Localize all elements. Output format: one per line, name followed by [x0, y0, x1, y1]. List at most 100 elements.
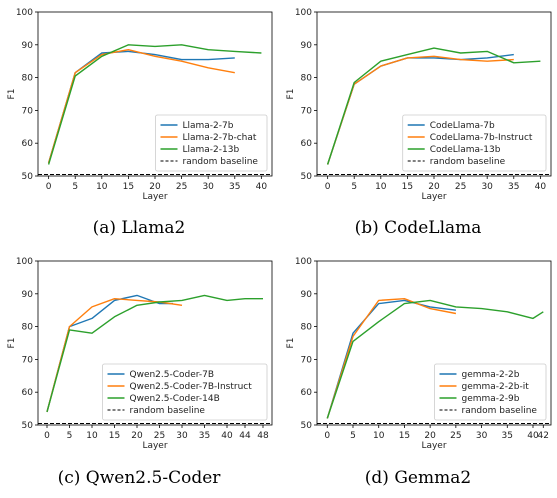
- legend-label: Llama-2-7b-chat: [183, 133, 257, 143]
- y-tick-label: 60: [301, 139, 313, 149]
- x-tick-label: 40: [256, 182, 268, 192]
- y-tick-label: 50: [22, 421, 34, 431]
- chart-caption: (b) CodeLlama: [354, 218, 482, 238]
- series-line: [326, 298, 457, 419]
- y-tick-label: 70: [22, 106, 34, 116]
- legend-box: [434, 363, 547, 421]
- x-tick-label: 44: [239, 431, 251, 441]
- x-tick-label: 25: [176, 182, 187, 192]
- x-tick-label: 40: [527, 431, 539, 441]
- y-tick-label: 60: [22, 139, 34, 149]
- x-tick-label: 20: [424, 431, 436, 441]
- x-tick-label: 42: [538, 431, 549, 441]
- x-tick-label: 25: [455, 182, 466, 192]
- legend-label: gemma-2-9b: [462, 394, 520, 404]
- legend-label: CodeLlama-7b: [430, 121, 495, 131]
- series-line: [326, 299, 456, 419]
- plot-frame: [37, 260, 273, 426]
- legend-label: Qwen2.5-Coder-14B: [130, 394, 220, 404]
- series-line: [326, 55, 514, 165]
- x-tick-label: 15: [123, 182, 134, 192]
- series-line: [47, 49, 235, 164]
- legend-label: gemma-2-2b: [462, 370, 520, 380]
- x-tick-label: 5: [351, 182, 357, 192]
- x-tick-label: 0: [44, 431, 50, 441]
- chart-caption: (c) Qwen2.5-Coder: [57, 468, 221, 488]
- y-tick-label: 90: [22, 41, 34, 51]
- x-tick-label: 40: [221, 431, 233, 441]
- y-tick-label: 90: [301, 41, 313, 51]
- legend-box: [402, 114, 547, 172]
- y-tick-label: 50: [301, 421, 313, 431]
- series-line: [47, 44, 262, 165]
- x-tick-label: 30: [476, 431, 488, 441]
- x-tick-label: 35: [199, 431, 210, 441]
- x-tick-label: 15: [399, 431, 410, 441]
- x-tick-label: 35: [502, 431, 513, 441]
- x-tick-label: 5: [67, 431, 73, 441]
- x-tick-label: 30: [202, 182, 214, 192]
- x-tick-label: 0: [325, 182, 331, 192]
- legend-box: [155, 114, 268, 172]
- y-tick-label: 100: [295, 257, 312, 267]
- x-tick-label: 30: [481, 182, 493, 192]
- x-axis-label: Layer: [142, 192, 167, 202]
- chart-caption: (d) Gemma2: [364, 468, 472, 488]
- y-tick-label: 70: [301, 106, 313, 116]
- y-tick-label: 60: [22, 388, 34, 398]
- y-tick-label: 70: [22, 355, 34, 365]
- y-tick-label: 90: [301, 290, 313, 300]
- y-axis-label: F1: [7, 338, 17, 349]
- x-tick-label: 25: [450, 431, 461, 441]
- y-tick-label: 50: [301, 172, 313, 182]
- x-tick-label: 0: [324, 431, 330, 441]
- y-tick-label: 100: [295, 8, 312, 18]
- legend-label: Llama-2-7b: [183, 121, 234, 131]
- y-tick-label: 90: [22, 290, 34, 300]
- series-line: [46, 294, 263, 413]
- y-tick-label: 60: [301, 388, 313, 398]
- x-tick-label: 15: [109, 431, 120, 441]
- chart-panel-gemma2: 50 60 70 80 90 100 0 5 10 15 20 25 30 35 40 42 Layer F1 ge…: [279, 249, 557, 498]
- y-tick-label: 50: [22, 172, 34, 182]
- x-tick-label: 5: [72, 182, 78, 192]
- x-tick-label: 40: [535, 182, 547, 192]
- legend-label: gemma-2-2b-it: [462, 382, 530, 392]
- y-tick-label: 80: [301, 74, 313, 84]
- y-tick-label: 80: [22, 74, 34, 84]
- chart-caption: (a) Llama2: [92, 218, 186, 238]
- legend-label: Qwen2.5-Coder-7B-Instruct: [130, 382, 253, 392]
- x-axis-label: Layer: [421, 192, 446, 202]
- legend-label: random baseline: [430, 157, 506, 167]
- chart-llama2: 50 60 70 80 90 100 0 5 10 15 20 25 30 35 40 Layer F1 Llam…: [7, 8, 273, 202]
- legend-label: random baseline: [183, 157, 259, 167]
- x-tick-label: 35: [229, 182, 240, 192]
- chart-panel-llama2: 50 60 70 80 90 100 0 5 10 15 20 25 30 35 40 Layer F1 Llam…: [0, 0, 278, 249]
- x-axis-label: Layer: [142, 441, 167, 451]
- legend-label: random baseline: [130, 406, 206, 416]
- x-tick-label: 10: [86, 431, 98, 441]
- x-tick-label: 20: [428, 182, 440, 192]
- x-tick-label: 10: [373, 431, 385, 441]
- x-axis-label: Layer: [421, 441, 446, 451]
- chart-qwen-coder: 50 60 70 80 90 100 0 5 10 15 20 25 30 35 40 44 48 Layer F1…: [7, 257, 273, 451]
- y-tick-label: 70: [301, 355, 313, 365]
- x-tick-label: 5: [350, 431, 356, 441]
- y-axis-label: F1: [286, 89, 296, 100]
- chart-panel-codellama: 50 60 70 80 90 100 0 5 10 15 20 25 30 35 40 Layer F1 Code…: [279, 0, 557, 249]
- chart-codellama: 50 60 70 80 90 100 0 5 10 15 20 25 30 35 40 Layer F1 Code…: [286, 8, 552, 202]
- series-line: [326, 47, 541, 165]
- legend-label: CodeLlama-13b: [430, 145, 501, 155]
- y-axis-label: F1: [286, 338, 296, 349]
- x-tick-label: 10: [96, 182, 108, 192]
- chart-panel-qwen-coder: 50 60 70 80 90 100 0 5 10 15 20 25 30 35 40 44 48 Layer F1…: [0, 249, 278, 498]
- x-tick-label: 35: [508, 182, 519, 192]
- legend-label: Llama-2-13b: [183, 145, 240, 155]
- y-tick-label: 80: [301, 323, 313, 333]
- x-tick-label: 15: [402, 182, 413, 192]
- x-tick-label: 30: [176, 431, 188, 441]
- y-tick-label: 100: [16, 8, 33, 18]
- x-tick-label: 0: [46, 182, 52, 192]
- x-tick-label: 25: [154, 431, 165, 441]
